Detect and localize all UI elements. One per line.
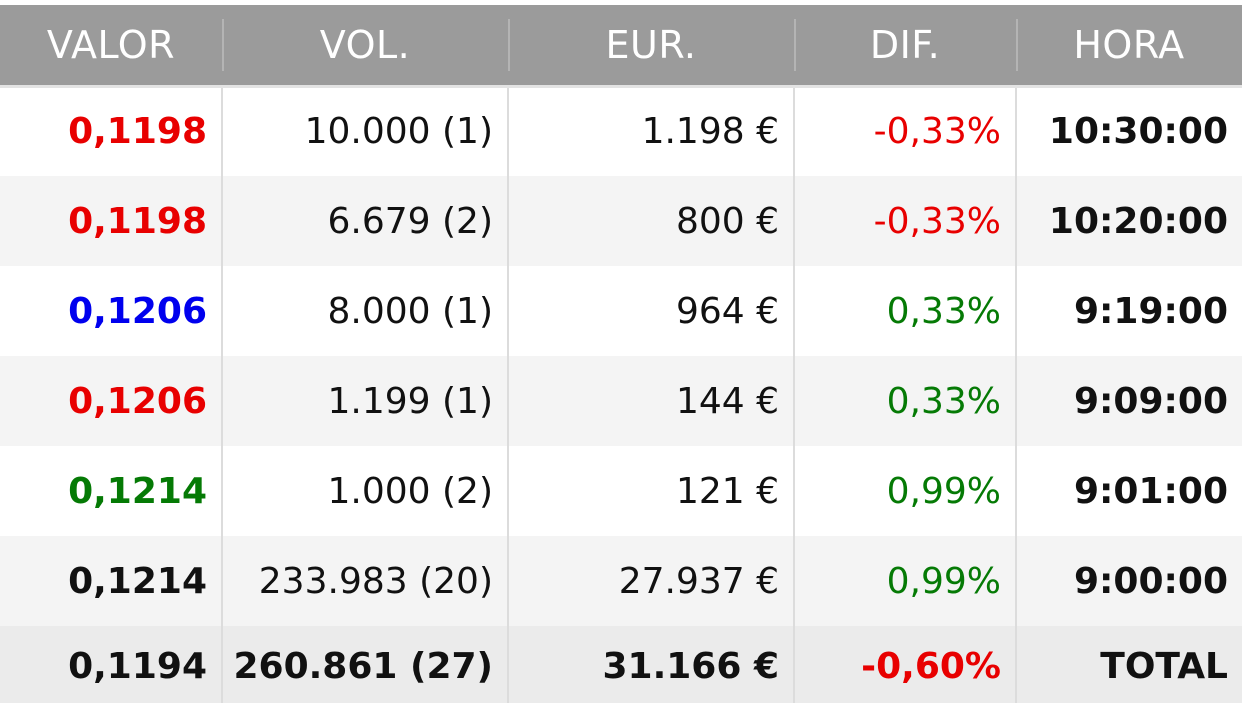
- total-eur: 31.166 €: [507, 626, 794, 703]
- top-strip: [0, 0, 1242, 5]
- cell-vol: 1.199 (1): [221, 356, 508, 446]
- cell-dif: 0,33%: [793, 266, 1016, 356]
- table-row: 0,1198 6.679 (2) 800 € -0,33% 10:20:00: [0, 176, 1242, 266]
- cell-valor: 0,1206: [68, 380, 207, 422]
- header-valor: VALOR: [46, 22, 176, 67]
- header-row: VALOR VOL. EUR. DIF. HORA: [0, 5, 1242, 86]
- cell-dif: 0,33%: [793, 356, 1016, 446]
- table-row: 0,1214 233.983 (20) 27.937 € 0,99% 9:00:…: [0, 536, 1242, 626]
- cell-eur: 121 €: [507, 446, 794, 536]
- cell-valor: 0,1214: [68, 470, 207, 512]
- table-header: VALOR VOL. EUR. DIF. HORA: [0, 5, 1242, 86]
- cell-valor: 0,1198: [0, 84, 222, 176]
- header-vol: VOL.: [222, 5, 508, 86]
- cell-hora: 10:20:00: [1015, 176, 1242, 266]
- cell-dif: -0,33%: [793, 176, 1016, 266]
- cell-eur: 144 €: [507, 356, 794, 446]
- total-vol: 260.861 (27): [221, 626, 508, 703]
- cell-dif: 0,99%: [793, 536, 1016, 626]
- cell-eur: 1.198 €: [507, 84, 794, 176]
- cell-vol: 10.000 (1): [221, 84, 508, 176]
- table-row: 0,1206 1.199 (1) 144 € 0,33% 9:09:00: [0, 356, 1242, 446]
- header-eur: EUR.: [508, 5, 794, 86]
- trades-table: VALOR VOL. EUR. DIF. HORA 0,1198 10.000 …: [0, 5, 1242, 703]
- cell-eur: 964 €: [507, 266, 794, 356]
- cell-eur: 800 €: [507, 176, 794, 266]
- cell-vol: 8.000 (1): [221, 266, 508, 356]
- cell-valor: 0,1206: [68, 290, 207, 332]
- cell-vol: 233.983 (20): [221, 536, 508, 626]
- cell-hora: 9:00:00: [1015, 536, 1242, 626]
- cell-vol: 1.000 (2): [221, 446, 508, 536]
- table-row: 0,1198 10.000 (1) 1.198 € -0,33% 10:30:0…: [0, 84, 1242, 176]
- header-dif: DIF.: [794, 5, 1016, 86]
- total-dif: -0,60%: [793, 626, 1016, 703]
- total-valor: 0,1194: [68, 645, 207, 687]
- cell-hora: 10:30:00: [1015, 84, 1242, 176]
- total-row: 0,1194 260.861 (27) 31.166 € -0,60% TOTA…: [0, 626, 1242, 703]
- cell-hora: 9:01:00: [1015, 446, 1242, 536]
- table-body: 0,1198 10.000 (1) 1.198 € -0,33% 10:30:0…: [0, 84, 1242, 703]
- header-hora: HORA: [1016, 5, 1242, 86]
- table-row: 0,1214 1.000 (2) 121 € 0,99% 9:01:00: [0, 446, 1242, 536]
- table-row: 0,1206 8.000 (1) 964 € 0,33% 9:19:00: [0, 266, 1242, 356]
- total-label: TOTAL: [1015, 626, 1242, 703]
- cell-vol: 6.679 (2): [221, 176, 508, 266]
- cell-valor: 0,1214: [68, 560, 207, 602]
- cell-hora: 9:09:00: [1015, 356, 1242, 446]
- cell-hora: 9:19:00: [1015, 266, 1242, 356]
- cell-eur: 27.937 €: [507, 536, 794, 626]
- cell-dif: -0,33%: [793, 84, 1016, 176]
- cell-valor: 0,1198: [68, 200, 207, 242]
- cell-dif: 0,99%: [793, 446, 1016, 536]
